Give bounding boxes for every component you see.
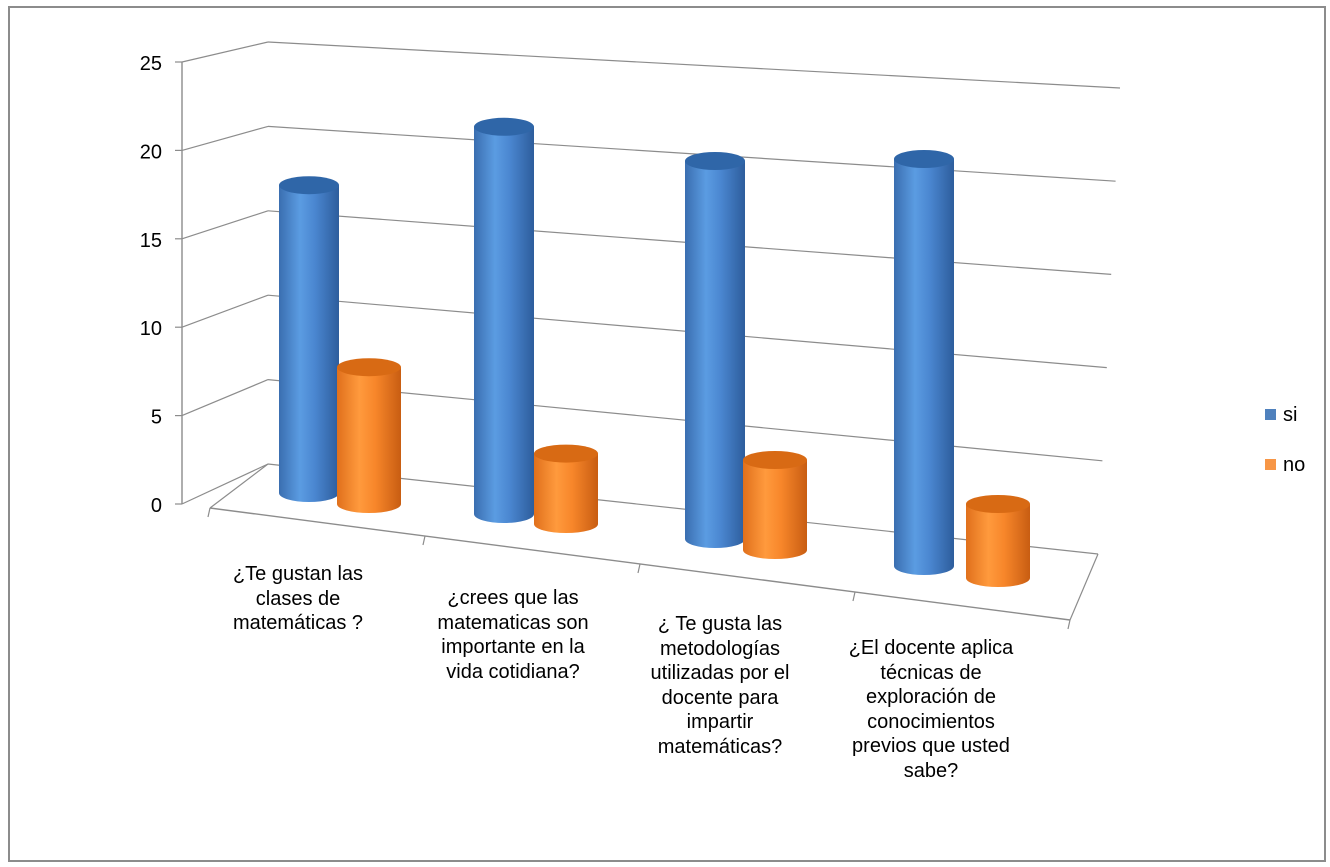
bar-no-2-top <box>534 444 598 463</box>
y-tick-label: 20 <box>140 141 162 163</box>
gridline-side <box>181 210 269 240</box>
bar-no-2-body <box>534 453 598 533</box>
x-tick-mark <box>637 563 641 574</box>
bar-no-1-top <box>337 358 401 377</box>
y-tick-label: 0 <box>151 495 162 517</box>
bar-si-3-body <box>685 161 745 548</box>
x-tick-mark <box>422 535 426 546</box>
bar-si-1-top <box>279 176 339 195</box>
floor-right-edge <box>1069 553 1099 621</box>
bar-no-4-body <box>966 504 1030 587</box>
bar-si-1 <box>279 176 339 502</box>
floor-left-edge <box>209 463 269 509</box>
y-tick-label: 5 <box>151 407 162 429</box>
bar-no-3-body <box>743 460 807 559</box>
x-tick-mark <box>207 507 211 518</box>
legend-label-si: si <box>1283 404 1297 426</box>
gridline <box>267 41 1121 89</box>
legend-label-no: no <box>1283 454 1305 476</box>
bar-si-4-top <box>894 150 954 168</box>
bar-si-2 <box>474 117 534 524</box>
y-tick-label: 10 <box>140 318 162 340</box>
category-label-4: ¿El docente aplica técnicas de exploraci… <box>848 637 1014 782</box>
bar-no-1-body <box>337 367 401 513</box>
x-tick-mark <box>1067 619 1071 630</box>
bar-si-2-top <box>474 117 534 136</box>
bar-no-3 <box>743 451 807 559</box>
gridline-side <box>181 463 269 505</box>
bar-no-3-top <box>743 451 807 469</box>
bar-no-4 <box>966 495 1030 587</box>
category-label-1: ¿Te gustan las clases de matemáticas ? <box>232 563 364 634</box>
bar-si-3-top <box>685 152 745 170</box>
x-tick-mark <box>852 591 856 602</box>
chart-frame <box>8 6 1326 862</box>
legend-swatch-no <box>1265 459 1276 470</box>
bar-no-4-top <box>966 495 1030 513</box>
bar-si-4-body <box>894 159 954 575</box>
gridline-side <box>181 379 269 417</box>
category-label-2: ¿crees que las matematicas son important… <box>437 587 589 683</box>
y-tick-label: 15 <box>140 230 162 252</box>
bar-si-4 <box>894 150 954 575</box>
gridline <box>267 463 1099 555</box>
gridline <box>267 125 1116 182</box>
bar-no-1 <box>337 358 401 513</box>
category-label-3: ¿ Te gusta las metodologías utilizadas p… <box>650 613 790 758</box>
y-tick-label: 25 <box>140 53 162 75</box>
legend-swatch-si <box>1265 409 1276 420</box>
bar-no-2 <box>534 444 598 533</box>
gridline-side <box>181 125 269 151</box>
bar-si-2-body <box>474 126 534 524</box>
bar-si-3 <box>685 152 745 548</box>
gridline-side <box>181 41 269 63</box>
bar-si-1-body <box>279 185 339 502</box>
gridline-side <box>181 294 269 328</box>
